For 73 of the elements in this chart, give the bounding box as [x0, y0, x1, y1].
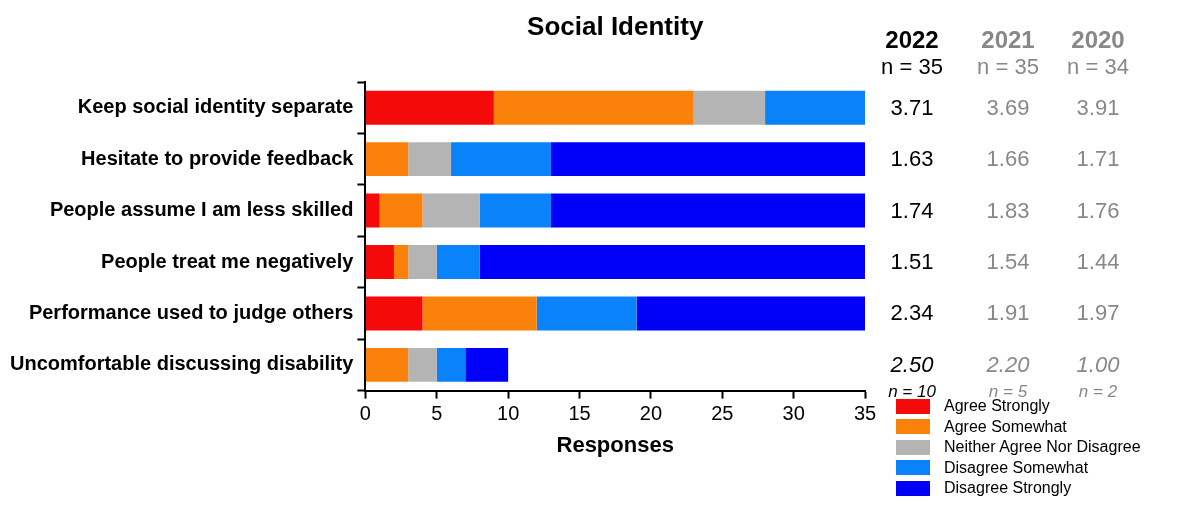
bar [408, 245, 437, 279]
text: 2.34 [890, 300, 934, 327]
text: n = 35 [977, 54, 1039, 80]
legend-label: Disagree Strongly [943, 478, 1073, 499]
bar [422, 193, 480, 228]
x-tick-label: 15 [568, 402, 591, 425]
text: 3.71 [890, 94, 934, 121]
y-tick-label: Performance used to judge others [28, 300, 354, 323]
bar [365, 142, 409, 177]
text: 1.66 [986, 146, 1030, 173]
text: 1.44 [1076, 249, 1120, 276]
x-tick-label: 10 [497, 402, 520, 425]
bar [379, 193, 423, 228]
text: 1.54 [986, 249, 1030, 276]
bar [365, 245, 394, 279]
bar [493, 90, 694, 125]
bar [393, 245, 409, 279]
x-tick-label: 25 [711, 402, 734, 425]
text: 1.71 [1076, 146, 1120, 173]
bar [365, 90, 494, 125]
y-tick-label: Hesitate to provide feedback [81, 146, 355, 169]
text: 2020 [1071, 26, 1125, 54]
legend-label: Neither Agree Nor Disagree [943, 437, 1141, 458]
x-tick-label: 0 [359, 402, 371, 425]
text: 2022 [885, 26, 939, 54]
text: 1.51 [890, 249, 934, 276]
text: 3.91 [1076, 94, 1120, 121]
x-tick-label: 30 [782, 402, 805, 425]
bar [408, 142, 452, 177]
text: 2.50 [890, 351, 934, 378]
bar [693, 90, 766, 125]
text: n = 2 [1078, 381, 1118, 402]
chart-title: Social Identity [527, 11, 704, 42]
text: 1.97 [1076, 300, 1120, 327]
bar [479, 193, 551, 228]
text: 1.00 [1076, 351, 1120, 378]
bar [479, 245, 865, 279]
y-tick-label: Keep social identity separate [77, 95, 354, 118]
bar [636, 296, 865, 331]
legend-label: Agree Strongly [944, 397, 1050, 415]
text: 1.76 [1076, 197, 1120, 224]
text: 3.69 [986, 94, 1030, 121]
text: n = 10 [888, 381, 936, 402]
y-tick-label: People assume I am less skilled [49, 198, 354, 221]
bar [765, 90, 865, 125]
bar [436, 347, 466, 382]
text: n = 34 [1067, 54, 1129, 80]
x-tick-label: 5 [431, 402, 443, 425]
y-tick-label: People treat me negatively [101, 249, 355, 272]
text: 1.83 [986, 197, 1030, 224]
bar [365, 296, 423, 331]
bar [550, 193, 865, 228]
text: 1.63 [890, 146, 934, 173]
bar [436, 245, 480, 279]
bar [408, 347, 437, 382]
x-tick-label: 35 [853, 402, 877, 425]
x-tick-label: 20 [639, 402, 663, 425]
text: n = 35 [881, 54, 943, 80]
bar [465, 347, 509, 382]
text: 1.74 [890, 197, 934, 224]
bar [422, 296, 537, 331]
text: 2021 [981, 26, 1035, 54]
text: 2.20 [986, 351, 1030, 378]
x-axis-title: Responses [556, 431, 674, 457]
y-tick-label: Uncomfortable discussing disability [9, 352, 355, 375]
bar [365, 193, 380, 228]
legend-label: Disagree Somewhat [943, 457, 1090, 478]
bar [365, 347, 409, 382]
bar [536, 296, 637, 331]
bar [550, 142, 865, 177]
bar [451, 142, 551, 177]
text: 1.91 [986, 300, 1030, 327]
legend-label: Agree Somewhat [943, 416, 1068, 437]
